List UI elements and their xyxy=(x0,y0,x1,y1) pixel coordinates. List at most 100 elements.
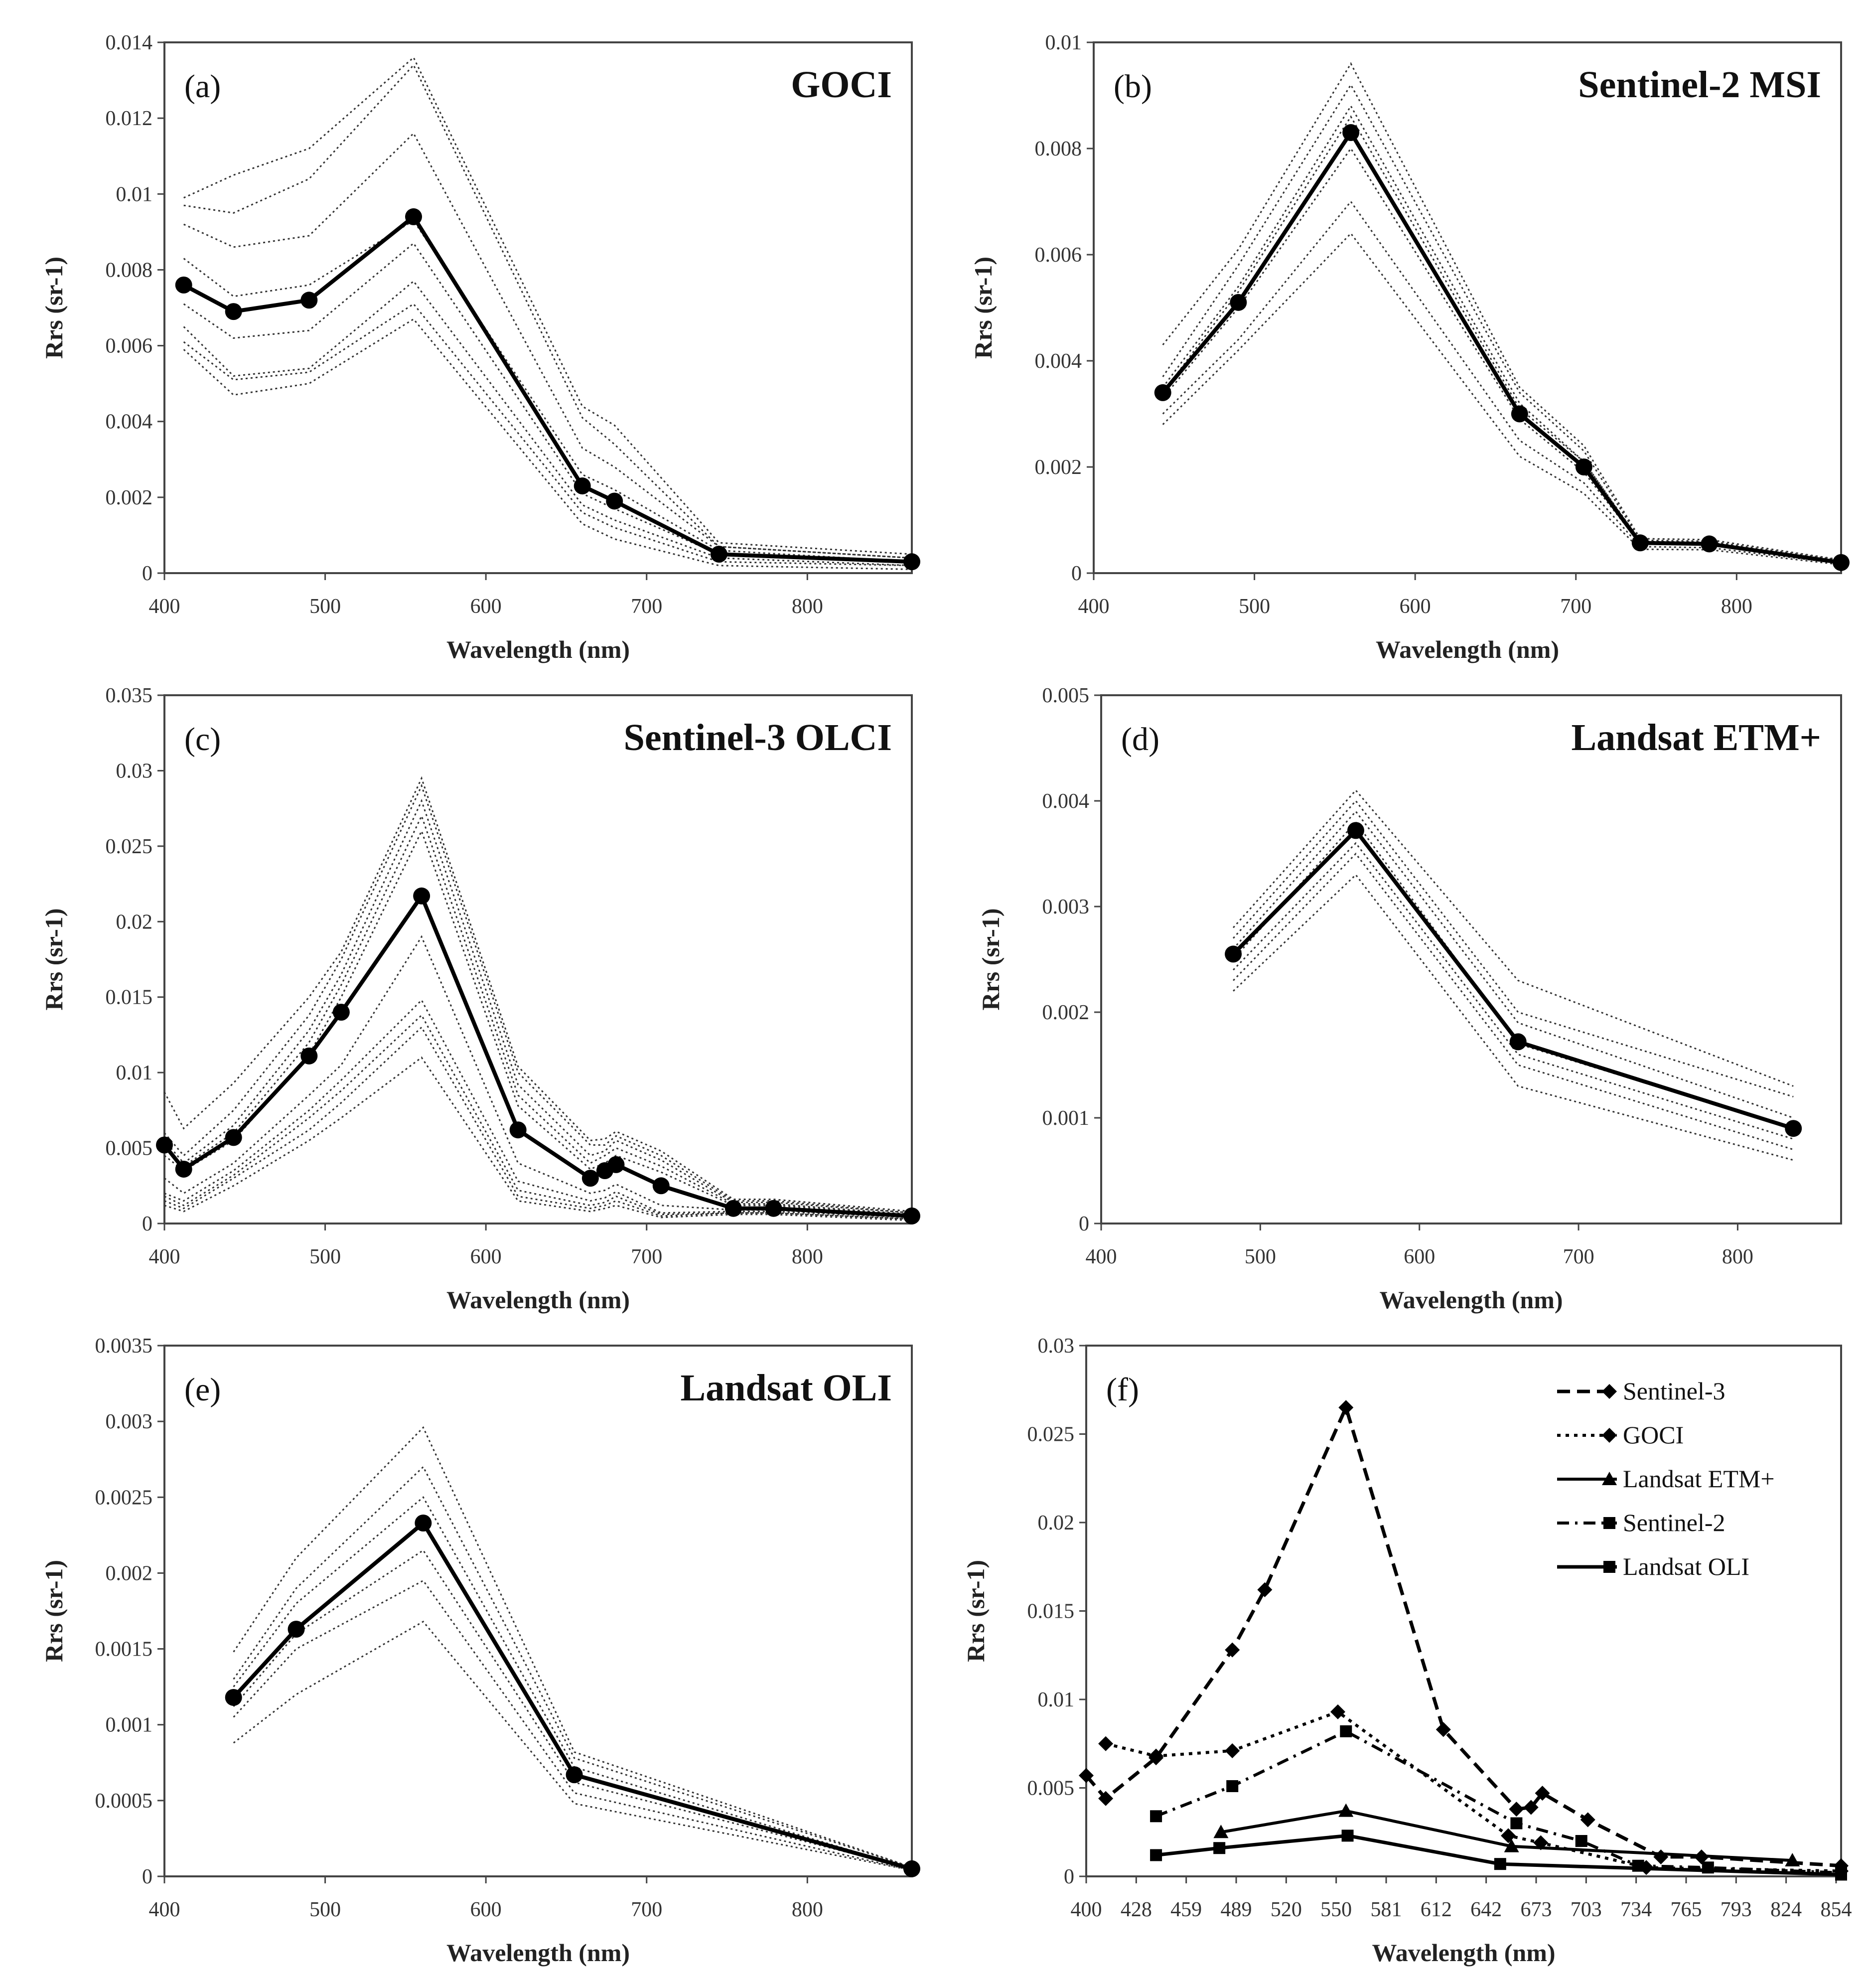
y-tick-label: 0.01 xyxy=(116,183,153,206)
x-tick-label: 800 xyxy=(792,1898,823,1921)
y-tick-label: 0.008 xyxy=(1035,138,1082,160)
legend-swatch-marker xyxy=(1602,1472,1617,1485)
y-tick-label: 0 xyxy=(1071,562,1082,585)
series-point xyxy=(1098,1791,1114,1806)
series-point xyxy=(1501,1828,1516,1843)
x-tick-label: 700 xyxy=(631,1245,662,1268)
y-tick-label: 0.002 xyxy=(1035,456,1082,479)
series-line xyxy=(1220,1809,1793,1862)
sample-spectrum-line xyxy=(183,219,912,563)
y-tick-label: 0.0015 xyxy=(95,1638,153,1661)
x-axis-title: Wavelength (nm) xyxy=(1376,635,1559,663)
mean-spectrum-point xyxy=(300,292,318,309)
y-tick-label: 0.003 xyxy=(106,1410,153,1433)
mean-spectrum-point xyxy=(300,1047,318,1065)
y-tick-label: 0.02 xyxy=(116,911,153,933)
series-point xyxy=(1535,1786,1550,1801)
mean-spectrum-point xyxy=(1575,459,1592,475)
series-point xyxy=(1510,1817,1523,1830)
x-tick-label: 700 xyxy=(631,595,662,618)
y-axis-title: Rrs (sr-1) xyxy=(977,908,1005,1010)
mean-spectrum-point xyxy=(606,492,623,510)
y-tick-label: 0.025 xyxy=(106,835,153,858)
mean-spectrum-point xyxy=(225,303,242,320)
series-point xyxy=(1523,1800,1539,1815)
mean-spectrum-point xyxy=(405,208,422,225)
x-tick-label: 800 xyxy=(1722,1245,1753,1268)
series-point xyxy=(1330,1704,1345,1719)
series-point xyxy=(1341,1830,1354,1842)
y-tick-label: 0.025 xyxy=(1027,1423,1075,1446)
series-point xyxy=(1098,1736,1114,1751)
mean-spectrum-point xyxy=(581,1170,599,1187)
series-point xyxy=(1835,1868,1847,1881)
mean-spectrum-line xyxy=(162,894,912,1218)
y-axis-title: Rrs (sr-1) xyxy=(962,1560,990,1662)
mean-spectrum-point xyxy=(903,553,920,571)
mean-spectrum-line xyxy=(1232,828,1794,1131)
sample-spectrum-line xyxy=(1162,232,1842,566)
mean-spectrum-point xyxy=(1785,1120,1802,1137)
sensor-title: Sentinel-2 MSI xyxy=(1578,64,1821,106)
y-tick-label: 0 xyxy=(1064,1865,1074,1888)
y-tick-label: 0.0005 xyxy=(95,1790,153,1813)
mean-spectrum-point xyxy=(1511,405,1528,423)
mean-spectrum-line xyxy=(1161,131,1842,565)
y-tick-label: 0.03 xyxy=(116,760,153,782)
series-point xyxy=(1213,1842,1226,1854)
sample-spectrum-line xyxy=(1233,852,1794,1151)
x-tick-label: 500 xyxy=(1239,595,1270,618)
mean-spectrum-point xyxy=(175,1160,192,1178)
series-point xyxy=(1494,1858,1506,1870)
x-axis-title: Wavelength (nm) xyxy=(446,635,630,663)
sensor-title: GOCI xyxy=(791,64,892,106)
series-line xyxy=(1085,1405,1842,1868)
sensor-title: Landsat OLI xyxy=(681,1367,892,1409)
mean-spectrum-point xyxy=(903,1207,920,1224)
mean-spectrum-point xyxy=(332,1004,350,1021)
legend-label: Sentinel-2 xyxy=(1623,1509,1725,1536)
sample-spectrum-line xyxy=(183,318,912,570)
x-tick-label: 600 xyxy=(1400,595,1431,618)
y-tick-label: 0.003 xyxy=(1042,896,1090,918)
sample-spectrum-line xyxy=(1162,200,1842,565)
sample-spectrum-line xyxy=(163,814,912,1216)
legend-label: GOCI xyxy=(1623,1421,1684,1449)
x-tick-label: 673 xyxy=(1520,1898,1552,1921)
y-tick-label: 0.035 xyxy=(106,684,153,707)
series-point xyxy=(1213,1825,1229,1838)
x-tick-label: 734 xyxy=(1620,1898,1652,1921)
x-tick-label: 800 xyxy=(792,1245,823,1268)
panel-label: (f) xyxy=(1106,1372,1139,1408)
mean-spectrum-point xyxy=(509,1121,527,1139)
y-axis-title: Rrs (sr-1) xyxy=(40,908,68,1010)
x-axis-title: Wavelength (nm) xyxy=(1372,1939,1555,1967)
panel-label: (a) xyxy=(184,68,221,105)
mean-spectrum-point xyxy=(765,1200,782,1217)
y-tick-label: 0.006 xyxy=(1035,244,1082,267)
legend-swatch-marker xyxy=(1602,1428,1617,1443)
x-tick-label: 700 xyxy=(631,1898,662,1921)
plot-frame xyxy=(163,694,913,1224)
x-tick-label: 700 xyxy=(1560,595,1591,618)
mean-spectrum-point xyxy=(1230,294,1247,311)
y-tick-label: 0.001 xyxy=(1042,1107,1090,1130)
sample-spectrum-line xyxy=(164,1014,912,1220)
series-line xyxy=(1155,1729,1842,1874)
series-point xyxy=(1226,1780,1239,1792)
mean-spectrum-point xyxy=(1342,124,1360,142)
y-tick-label: 0.002 xyxy=(106,486,153,509)
sample-spectrum-line xyxy=(1232,799,1794,1098)
y-tick-label: 0 xyxy=(142,1865,152,1888)
x-tick-label: 400 xyxy=(1078,595,1110,618)
x-tick-label: 600 xyxy=(470,1245,502,1268)
mean-spectrum-point xyxy=(175,276,192,294)
panel-label: (d) xyxy=(1121,721,1159,758)
x-tick-label: 400 xyxy=(149,1245,180,1268)
x-axis-title: Wavelength (nm) xyxy=(446,1939,630,1967)
series-point xyxy=(1338,1400,1354,1415)
x-tick-label: 400 xyxy=(1086,1245,1117,1268)
y-tick-label: 0.005 xyxy=(106,1137,153,1160)
x-tick-label: 500 xyxy=(309,1898,341,1921)
x-tick-label: 550 xyxy=(1320,1898,1352,1921)
